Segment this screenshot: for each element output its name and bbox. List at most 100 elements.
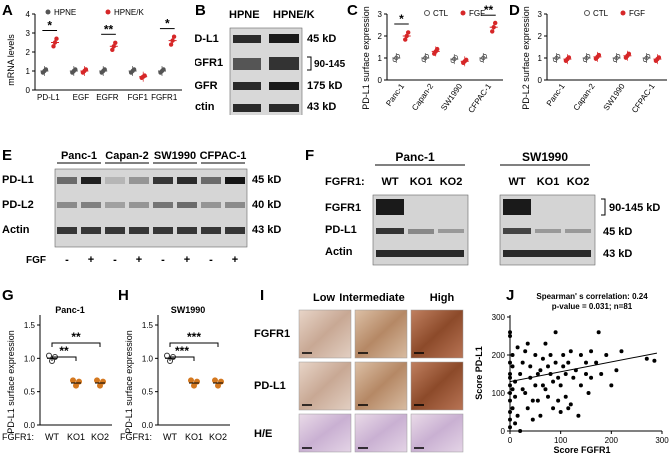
row-he: H/E	[254, 428, 272, 440]
data-point	[594, 360, 599, 365]
header-cell-line: CFPAC-1	[200, 150, 247, 162]
data-point	[530, 398, 535, 403]
panel-b: B HPNE HPNE/K PD-L1 FGFR1 EGFR Actin 45 …	[187, 0, 361, 117]
data-point	[614, 368, 619, 373]
y-tick-label: 1.0	[142, 354, 154, 363]
x-tick-label: FGFR1	[151, 93, 178, 102]
y-tick-label: 2	[26, 48, 31, 57]
y-tick-label: 300	[492, 313, 506, 322]
legend-marker-fgf	[620, 10, 626, 16]
x-tick-label: SW1990	[439, 82, 464, 113]
data-point	[553, 360, 558, 365]
band	[105, 227, 125, 234]
band	[105, 177, 125, 184]
data-point	[508, 375, 512, 380]
sw1990-ko-chart: SW1990 PD-L1 surface expression 0.0 0.5 1.…	[120, 305, 230, 442]
row-fgfr1: FGFR1	[254, 328, 290, 340]
data-point	[546, 364, 550, 369]
ihc-image	[354, 361, 408, 411]
y-axis-label: PD-L1 surface expression	[124, 330, 134, 434]
chart-title: SW1990	[171, 305, 206, 315]
data-point	[533, 353, 538, 357]
band	[269, 104, 299, 112]
band	[177, 227, 197, 234]
data-point	[508, 417, 512, 422]
header-cell-line: Capan-2	[105, 150, 148, 162]
row-actin: Actin	[195, 101, 215, 113]
data-point	[525, 406, 530, 411]
band	[129, 227, 149, 234]
y-tick-label: 200	[492, 351, 506, 360]
x-tick-label: 100	[554, 436, 568, 445]
panel-letter: I	[260, 287, 265, 304]
sig-star: **	[59, 344, 69, 358]
mrna-chart: mRNA levels 0 1 2 3 4 PD-L1 EGF EGFR FGF1 FGFR1 *…	[6, 8, 182, 102]
data-point	[596, 330, 601, 335]
col-intermediate: Intermediate	[339, 292, 404, 304]
data-point	[535, 398, 540, 403]
x-tick-label: KO1	[67, 432, 85, 442]
x-prefix: FGFR1:	[120, 432, 152, 442]
ihc-image	[298, 413, 352, 453]
row-pdl1: PD-L1	[254, 380, 286, 392]
data-point	[551, 406, 556, 411]
band	[269, 34, 299, 43]
ihc-image	[354, 309, 408, 359]
panel-c: C PD-L1 surface expression 0 1 2 3 Panc-1 Cap…	[345, 0, 505, 115]
panel-letter: B	[195, 2, 206, 19]
data-point	[510, 353, 515, 357]
row-pdl1: PD-L1	[2, 174, 34, 186]
x-tick-label: CFPAC-1	[630, 82, 657, 115]
x-tick-label: WT	[45, 432, 59, 442]
band	[81, 227, 101, 234]
data-point	[586, 391, 591, 395]
y-tick-label: 0.5	[24, 388, 36, 397]
band	[565, 229, 591, 233]
row-fgfr1: FGFR1	[325, 202, 361, 214]
y-tick-label: 1	[538, 54, 543, 63]
treat-sign: -	[209, 254, 213, 266]
treat-sign: -	[113, 254, 117, 266]
treat-sign: -	[65, 254, 69, 266]
legend-marker-fgf	[460, 10, 466, 16]
size-43: 43 kD	[252, 224, 281, 236]
band	[177, 177, 197, 184]
genotype-label: KO2	[440, 176, 463, 188]
legend-ctl: CTL	[593, 9, 609, 18]
row-pdl2: PD-L2	[2, 199, 34, 211]
data-point	[546, 394, 550, 399]
panel-letter: F	[305, 147, 315, 164]
data-point	[561, 364, 566, 369]
blot-f: Panc-1 SW1990 FGFR1: WT KO1 KO2 WT KO1 KO2 FG…	[325, 150, 660, 266]
blot-e: Panc-1 Capan-2 SW1990 CFPAC-1 PD-L1 PD-L2 A…	[2, 150, 281, 266]
x-tick-label: 300	[655, 436, 669, 445]
band	[81, 177, 101, 184]
panel-j: J Spearman' s correlation: 0.24 p-value …	[472, 285, 669, 457]
data-point	[540, 356, 545, 361]
band	[225, 177, 245, 184]
data-point	[515, 345, 520, 350]
y-tick-label: 4	[26, 10, 31, 19]
x-tick-label: SW1990	[602, 82, 627, 113]
ihc-image	[354, 413, 408, 453]
x-tick-label: PD-L1	[37, 93, 60, 102]
x-tick-label: KO2	[91, 432, 109, 442]
x-tick-label: EGFR	[96, 93, 118, 102]
y-axis-label: mRNA levels	[6, 34, 16, 86]
data-point	[513, 394, 518, 399]
data-point	[568, 349, 573, 354]
annotation-correlation: Spearman' s correlation: 0.24	[536, 292, 648, 301]
sig-star: ***	[187, 330, 201, 344]
panel-letter: E	[2, 147, 13, 164]
band	[269, 57, 299, 70]
size-45: 45 kD	[603, 226, 632, 238]
panel-g: G Panc-1 PD-L1 surface expression 0.0 0.5…	[0, 285, 115, 455]
data-point	[510, 387, 515, 392]
geno-label: FGFR1:	[325, 176, 365, 188]
size-90-145: 90-145 kD	[314, 59, 345, 70]
sig-star: *	[47, 19, 52, 33]
x-tick-label: WT	[163, 432, 177, 442]
data-point	[589, 375, 594, 380]
data-point	[508, 372, 512, 376]
data-point	[578, 383, 583, 388]
